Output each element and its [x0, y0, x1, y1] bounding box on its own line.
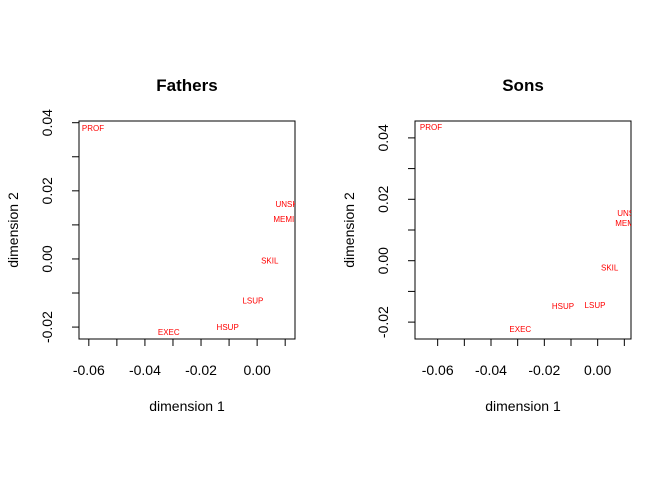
- plot-frame: [78, 120, 296, 340]
- point-label-lsup: LSUP: [242, 297, 263, 306]
- y-axis-label: dimension 2: [341, 192, 357, 268]
- y-tick-label: 0.00: [375, 247, 391, 274]
- point-label-unsk: UNSK: [617, 209, 640, 218]
- x-tick-label: 0.00: [584, 362, 611, 378]
- x-tick-label: -0.06: [422, 362, 454, 378]
- y-tick-label: 0.04: [375, 124, 391, 151]
- point-label-lsup: LSUP: [585, 301, 606, 310]
- point-label-skil: SKIL: [601, 263, 619, 272]
- x-tick-label: -0.06: [73, 362, 105, 378]
- x-axis-label: dimension 1: [149, 398, 225, 414]
- point-label-unsk: UNSK: [275, 200, 298, 209]
- panel-sons: Sons -0.06 -0.04 -0.02 0.00 -0.02 0.00 0.02 0.04…: [341, 76, 640, 414]
- point-label-exec: EXEC: [509, 325, 531, 334]
- point-label-prof: PROF: [420, 123, 442, 132]
- point-label-memi: MEMI: [273, 215, 294, 224]
- x-tick-label: -0.04: [129, 362, 161, 378]
- panel-fathers: Fathers -0.06 -0.04 -0.02 0.00 -0.02 0.00 0.02 0…: [5, 76, 298, 414]
- y-tick-label: -0.02: [375, 306, 391, 338]
- point-labels: PROF UNSK MEMI SKIL LSUP HSUP EXEC: [82, 124, 298, 337]
- x-tick-label: 0.00: [244, 362, 271, 378]
- x-tick-label: -0.02: [185, 362, 217, 378]
- y-tick-label: 0.04: [39, 109, 55, 136]
- point-label-prof: PROF: [82, 124, 104, 133]
- point-label-exec: EXEC: [158, 328, 180, 337]
- chart-title: Sons: [502, 76, 544, 95]
- point-label-memi: MEMI: [615, 219, 636, 228]
- point-label-hsup: HSUP: [217, 323, 239, 332]
- y-tick-label: 0.02: [375, 185, 391, 212]
- y-tick-label: -0.02: [39, 311, 55, 343]
- point-label-skil: SKIL: [261, 257, 279, 266]
- x-tick-label: -0.04: [475, 362, 507, 378]
- chart-title: Fathers: [156, 76, 217, 95]
- y-tick-label: 0.02: [39, 177, 55, 204]
- y-axis-label: dimension 2: [5, 192, 21, 268]
- x-tick-label: -0.02: [528, 362, 560, 378]
- x-axis-label: dimension 1: [485, 398, 561, 414]
- point-label-hsup: HSUP: [552, 302, 574, 311]
- y-tick-label: 0.00: [39, 245, 55, 272]
